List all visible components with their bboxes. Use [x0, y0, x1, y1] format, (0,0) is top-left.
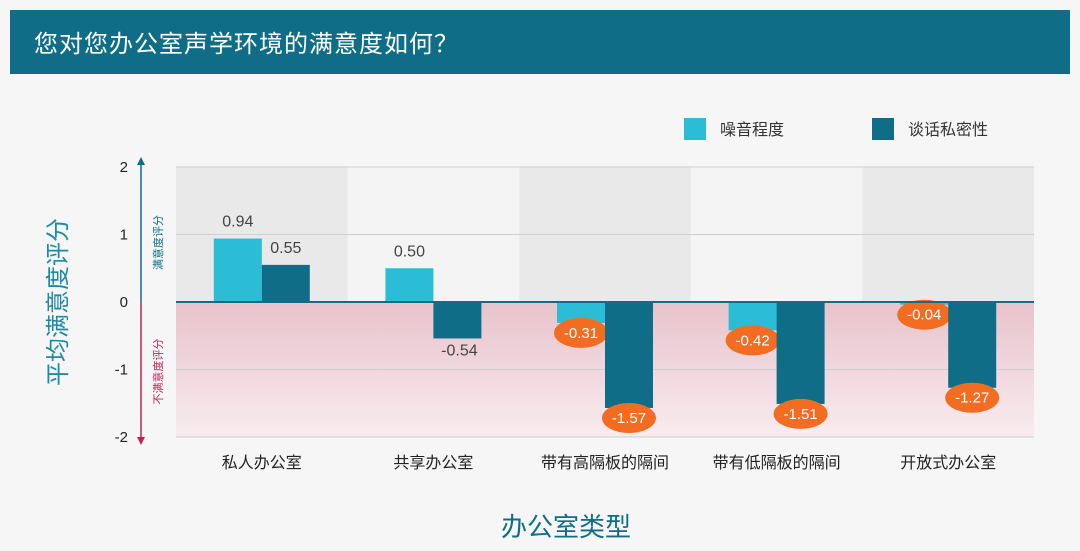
y-tick-label: 0 — [120, 294, 128, 311]
bar-privacy — [776, 302, 825, 404]
legend-swatch — [872, 118, 894, 140]
title-bar: 您对您办公室声学环境的满意度如何？ — [10, 10, 1070, 74]
x-tick-label: 私人办公室 — [222, 453, 302, 472]
data-label-highlight — [602, 402, 656, 433]
x-axis-title: 办公室类型 — [501, 513, 631, 543]
chart-title: 您对您办公室声学环境的满意度如何？ — [34, 30, 459, 58]
data-label: -0.31 — [564, 325, 598, 342]
data-label-highlight — [725, 325, 780, 356]
data-label-highlight — [773, 398, 828, 429]
y-axis-arrow-up — [137, 157, 145, 165]
data-label: -1.51 — [783, 406, 817, 423]
bar-privacy — [948, 302, 997, 388]
data-label: 0.55 — [270, 240, 301, 257]
legend-label: 噪音程度 — [720, 120, 784, 139]
data-label-highlight — [554, 317, 608, 348]
x-tick-label: 带有低隔板的隔间 — [713, 453, 841, 472]
data-label: 0.94 — [222, 214, 253, 231]
bar-noise — [213, 238, 262, 302]
data-label: -0.04 — [907, 307, 941, 324]
data-label: -0.42 — [735, 332, 769, 349]
positive-band-label: 满意度评分 — [151, 215, 165, 270]
y-tick-label: -1 — [115, 362, 128, 379]
bar-privacy — [605, 302, 653, 408]
data-label: 0.50 — [394, 243, 425, 260]
data-label: -0.54 — [441, 342, 478, 359]
bar-noise — [385, 268, 434, 302]
bar-privacy — [433, 302, 482, 339]
y-tick-label: -2 — [115, 429, 128, 446]
x-tick-label: 带有高隔板的隔间 — [541, 453, 669, 472]
data-label: -1.57 — [612, 410, 646, 427]
bar-noise — [557, 302, 605, 323]
negative-band-label: 不满意度评分 — [151, 339, 165, 405]
data-label-highlight — [897, 299, 952, 330]
y-tick-label: 1 — [120, 227, 128, 244]
legend-label: 谈话私密性 — [908, 120, 988, 139]
data-label: -1.27 — [955, 390, 989, 407]
data-label-highlight — [945, 382, 1000, 413]
y-axis-arrow-down — [137, 437, 145, 445]
legend-swatch — [684, 118, 706, 140]
y-axis-title: 平均满意度评分 — [44, 218, 72, 386]
x-tick-label: 开放式办公室 — [900, 453, 996, 472]
bar-privacy — [261, 264, 310, 302]
x-tick-label: 共享办公室 — [393, 453, 473, 472]
y-tick-label: 2 — [120, 159, 128, 176]
